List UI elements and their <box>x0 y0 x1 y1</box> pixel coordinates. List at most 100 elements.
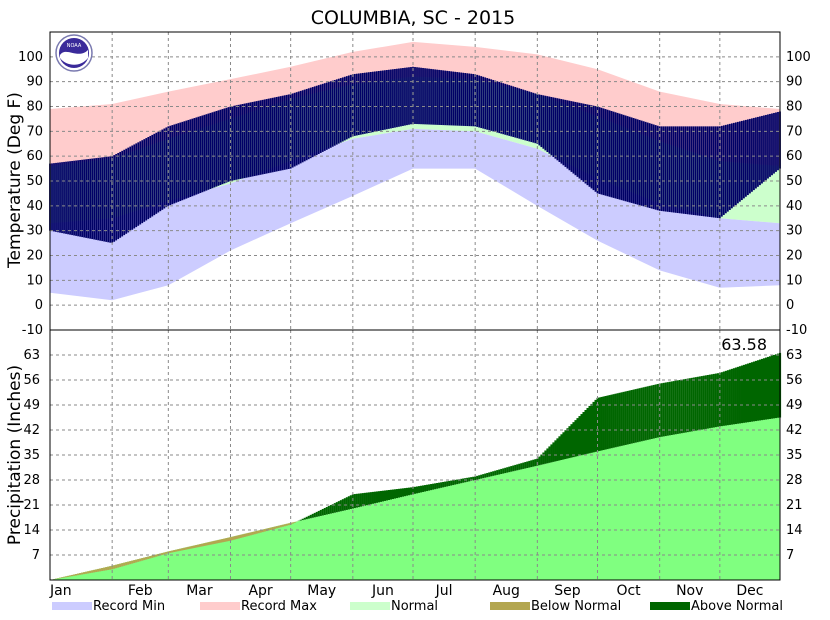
below-normal-precip-bar <box>189 546 192 549</box>
observed-temperature-bar <box>632 118 635 204</box>
below-normal-precip-bar <box>271 527 274 530</box>
above-normal-precip-bar <box>650 385 653 439</box>
above-normal-precip-bar <box>724 370 727 426</box>
above-normal-precip-bar <box>504 467 507 474</box>
above-normal-precip-bar <box>524 462 527 469</box>
above-normal-precip-bar <box>746 363 750 423</box>
above-normal-precip-bar <box>363 492 366 506</box>
legend-label: Record Min <box>93 599 165 614</box>
above-normal-precip-bar <box>558 436 561 461</box>
above-normal-precip-bar <box>345 497 348 510</box>
observed-temperature-bar <box>502 83 505 135</box>
above-normal-precip-bar <box>383 490 387 501</box>
observed-temperature-bar <box>745 119 747 197</box>
observed-temperature-bar <box>247 102 250 178</box>
month-label: Mar <box>186 583 213 599</box>
above-normal-precip-bar <box>450 480 453 486</box>
observed-temperature-bar <box>371 71 374 133</box>
observed-temperature-bar <box>648 123 651 208</box>
observed-temperature-bar <box>520 88 523 140</box>
legend-label: Normal <box>391 599 438 614</box>
month-label: Feb <box>128 583 153 599</box>
below-normal-precip-bar <box>209 541 212 545</box>
below-normal-precip-bar <box>101 568 104 572</box>
observed-temperature-bar <box>586 104 589 186</box>
above-normal-precip-bar <box>562 432 565 460</box>
above-normal-precip-bar <box>387 490 391 500</box>
observed-temperature-bar <box>243 103 246 179</box>
observed-temperature-bar <box>61 162 63 234</box>
observed-temperature-bar <box>646 122 649 208</box>
temp-tick-label-left: 70 <box>26 124 43 139</box>
above-normal-precip-bar <box>628 390 631 445</box>
observed-temperature-bar <box>363 72 366 134</box>
above-normal-precip-bar <box>570 424 573 458</box>
below-normal-precip-bar <box>185 547 188 550</box>
observed-temperature-bar <box>650 123 653 209</box>
above-normal-precip-bar <box>440 482 443 488</box>
observed-temperature-bar <box>217 110 220 186</box>
observed-temperature-bar <box>398 68 400 127</box>
above-normal-precip-bar <box>377 491 381 503</box>
above-normal-precip-bar <box>486 472 489 478</box>
observed-temperature-bar <box>765 114 767 181</box>
observed-temperature-bar <box>213 111 216 188</box>
below-normal-precip-bar <box>79 573 82 575</box>
observed-temperature-bar <box>562 99 565 166</box>
above-normal-precip-bar <box>351 494 354 509</box>
temp-tick-label-left: -10 <box>22 323 43 338</box>
below-normal-precip-bar <box>109 566 112 570</box>
observed-temperature-bar <box>448 71 450 126</box>
above-normal-precip-bar <box>662 382 665 437</box>
observed-temperature-bar <box>592 105 595 191</box>
below-normal-precip-bar <box>95 569 98 573</box>
observed-temperature-bar <box>767 114 769 179</box>
below-normal-precip-bar <box>283 524 286 527</box>
above-normal-precip-bar <box>748 362 752 422</box>
observed-temperature-bar <box>75 160 77 236</box>
above-normal-precip-bar <box>309 514 312 519</box>
observed-temperature-bar <box>775 112 777 172</box>
chart-title: COLUMBIA, SC - 2015 <box>311 7 516 29</box>
month-label: Jun <box>371 583 394 599</box>
below-normal-precip-bar <box>291 522 294 524</box>
observed-temperature-bar <box>454 71 457 126</box>
below-normal-precip-bar <box>127 561 130 565</box>
above-normal-precip-bar <box>470 477 473 481</box>
above-normal-precip-bar <box>399 488 403 498</box>
observed-temperature-bar <box>323 83 326 151</box>
above-normal-precip-bar <box>522 462 525 469</box>
observed-temperature-bar <box>757 116 759 187</box>
above-normal-precip-bar <box>588 405 591 454</box>
observed-temperature-bar <box>470 73 473 127</box>
observed-temperature-bar <box>257 100 260 176</box>
above-normal-precip-bar <box>566 428 569 459</box>
observed-temperature-bar <box>233 105 236 181</box>
precip-tick-label-left: 35 <box>23 448 40 463</box>
below-normal-precip-bar <box>153 555 156 558</box>
observed-temperature-bar <box>652 124 655 210</box>
precip-tick-label-right: 35 <box>786 448 803 463</box>
above-normal-precip-bar <box>576 418 579 457</box>
above-normal-precip-bar <box>620 392 623 446</box>
below-normal-precip-bar <box>179 548 182 551</box>
below-normal-precip-bar <box>103 567 106 571</box>
observed-temperature-bar <box>602 108 605 196</box>
below-normal-precip-bar <box>241 534 244 538</box>
observed-temperature-bar <box>361 72 364 135</box>
observed-temperature-bar <box>137 142 140 226</box>
above-normal-precip-bar <box>538 456 541 466</box>
observed-temperature-bar <box>97 157 100 241</box>
above-normal-precip-bar <box>598 397 601 451</box>
observed-temperature-bar <box>428 68 430 125</box>
below-normal-precip-bar <box>91 570 94 573</box>
below-normal-precip-bar <box>145 557 148 560</box>
observed-temperature-bar <box>83 159 85 238</box>
observed-temperature-bar <box>373 71 376 132</box>
observed-temperature-bar <box>63 161 65 234</box>
above-normal-precip-bar <box>668 381 671 436</box>
observed-temperature-bar <box>203 114 206 192</box>
observed-temperature-bar <box>59 162 61 233</box>
observed-temperature-bar <box>139 141 142 225</box>
above-normal-precip-bar <box>506 467 509 473</box>
